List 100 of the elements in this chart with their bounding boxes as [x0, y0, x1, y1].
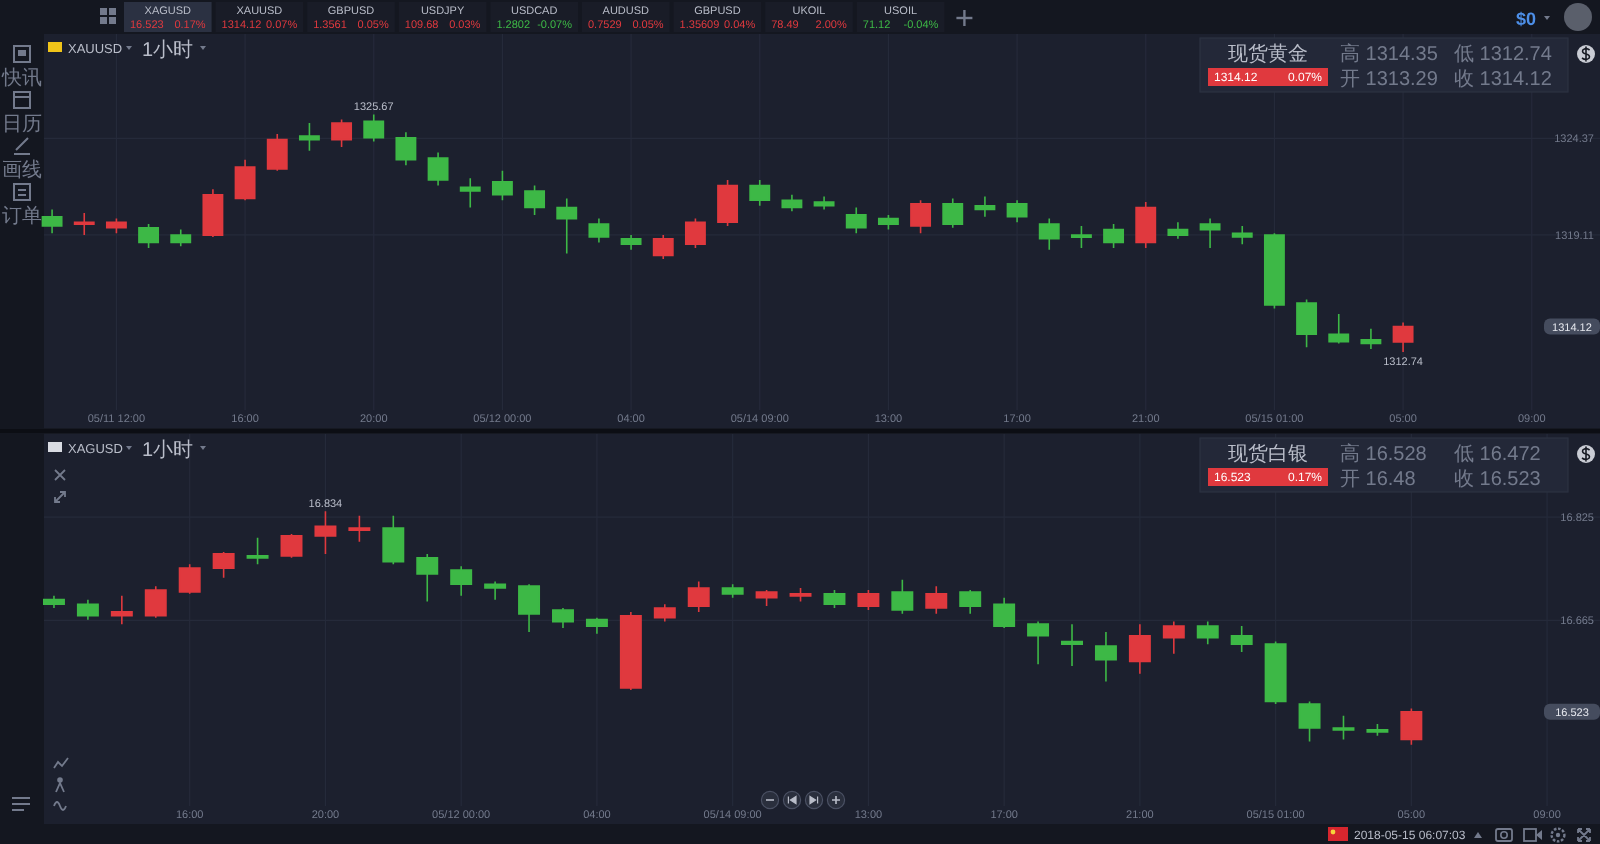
candlestick: [755, 589, 778, 607]
candlestick: [789, 587, 812, 603]
text: 订单: [2, 204, 42, 228]
candlestick: [144, 585, 167, 619]
candlestick: [942, 197, 964, 229]
candlestick: [1392, 321, 1414, 353]
candlestick: [619, 611, 642, 691]
candlestick: [910, 199, 932, 235]
candlestick: [484, 580, 507, 601]
candlestick: [1196, 620, 1219, 645]
candlestick: [1199, 217, 1221, 249]
text: 日历: [2, 114, 42, 136]
candlestick: [974, 195, 996, 218]
candlestick: [266, 133, 288, 172]
annotation: 开 16.48: [1340, 469, 1417, 491]
candlestick: [823, 589, 846, 609]
annotation: 低 1312.74: [1454, 44, 1553, 66]
annotation: 收 16.523: [1454, 469, 1542, 491]
candlestick: [314, 510, 337, 555]
candlestick: [459, 177, 481, 209]
candlestick: [717, 179, 739, 227]
candlestick: [280, 533, 303, 559]
candlestick: [1103, 223, 1125, 249]
candlestick: [1264, 640, 1287, 705]
candlestick: [959, 589, 982, 615]
candlestick: [491, 170, 513, 202]
candlestick: [1360, 328, 1382, 350]
candlestick: [363, 113, 385, 143]
candlestick: [348, 515, 371, 543]
candlestick: [234, 159, 256, 202]
candlestick: [382, 515, 405, 566]
candlestick: [1006, 199, 1028, 224]
candlestick: [877, 214, 899, 231]
candlestick: [556, 197, 578, 255]
candlestick: [105, 217, 127, 235]
candlestick: [42, 595, 65, 609]
candlestick: [552, 607, 574, 629]
candlestick: [331, 118, 353, 148]
candlestick: [76, 598, 99, 621]
annotation: 现货白银: [1228, 442, 1308, 466]
annotation: 高 16.528: [1340, 442, 1428, 466]
text: 1小时: [142, 38, 194, 62]
candlestick: [41, 208, 63, 235]
candlestick: [395, 131, 417, 167]
candlestick: [170, 228, 192, 247]
candlestick: [1296, 298, 1318, 348]
candlestick: [1038, 217, 1060, 251]
chart-subtitle: 1小时: [142, 438, 194, 462]
candlestick: [138, 223, 160, 249]
candlestick: [524, 184, 546, 216]
candlestick: [687, 580, 710, 613]
candlestick: [857, 589, 880, 611]
candlestick: [178, 563, 201, 595]
annotation: 收 1314.12: [1454, 69, 1553, 91]
candlestick: [450, 565, 473, 597]
annotation: 高 1314.35: [1340, 42, 1439, 66]
annotation: $0: [1515, 9, 1536, 29]
text: 画线: [2, 158, 42, 182]
candlestick: [1263, 232, 1285, 310]
candlestick: [1231, 225, 1253, 246]
candlestick: [1128, 623, 1151, 675]
candlestick: [813, 195, 835, 211]
candlestick: [925, 585, 948, 615]
candlestick: [1162, 620, 1185, 655]
candlestick: [620, 234, 642, 251]
candlestick: [684, 217, 706, 249]
candlestick: [1070, 225, 1092, 249]
candlestick: [845, 206, 867, 235]
candlestick: [1167, 221, 1189, 240]
candlestick: [588, 217, 610, 244]
candlestick: [1328, 313, 1350, 345]
candlestick: [416, 553, 439, 603]
candlestick: [518, 583, 541, 633]
candlestick: [721, 583, 744, 599]
candlestick: [653, 603, 676, 623]
candlestick: [1400, 707, 1423, 746]
candlestick: [246, 536, 269, 566]
candlestick: [298, 122, 320, 152]
text: 快讯: [0, 66, 42, 90]
candlestick: [212, 551, 235, 579]
annotation: 现货黄金: [1228, 42, 1308, 66]
candlestick: [1366, 723, 1389, 737]
candlestick: [73, 212, 95, 236]
candlestick: [993, 596, 1016, 629]
candlestick: [1135, 201, 1157, 249]
candlestick: [110, 595, 133, 625]
candlestick: [1094, 631, 1117, 683]
annotation: 低 16.472: [1454, 444, 1542, 466]
annotation: 开 1313.29: [1340, 69, 1439, 91]
candlestick: [781, 193, 803, 213]
candlestick: [1061, 623, 1083, 667]
candlestick: [202, 188, 224, 238]
candlestick: [1027, 620, 1050, 665]
candlestick: [585, 616, 608, 635]
candlestick: [1298, 700, 1321, 743]
candlestick: [427, 151, 449, 187]
candlestick: [652, 234, 674, 260]
candlestick: [891, 578, 914, 615]
candlestick: [749, 179, 771, 207]
candlestick: [1230, 625, 1253, 653]
